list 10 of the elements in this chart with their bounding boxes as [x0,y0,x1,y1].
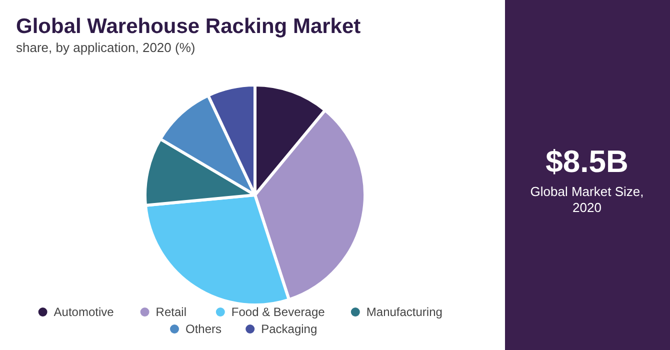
legend-label: Others [186,322,222,336]
legend-label: Packaging [261,322,318,336]
text: Global Market Size, 2020 [530,184,644,215]
legend-label: Automotive [54,305,114,319]
legend-label: Retail [156,305,186,319]
chart-title: Global Warehouse Racking Market [16,15,361,38]
legend-label: Manufacturing [366,305,442,319]
text: $8.5B [546,144,628,179]
chart-subtitle: share, by application, 2020 (%) [16,40,196,55]
legend-label: Food & Beverage [231,305,326,319]
